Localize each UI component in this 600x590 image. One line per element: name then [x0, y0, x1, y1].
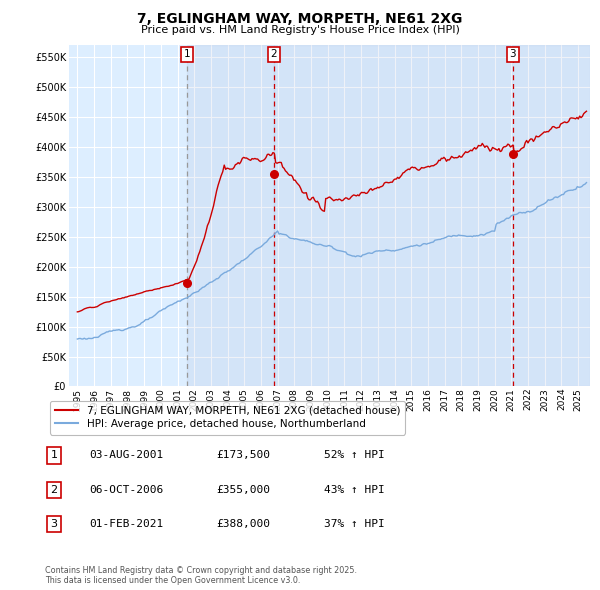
- Text: Contains HM Land Registry data © Crown copyright and database right 2025.
This d: Contains HM Land Registry data © Crown c…: [45, 566, 357, 585]
- Text: 37% ↑ HPI: 37% ↑ HPI: [324, 519, 385, 529]
- Text: 06-OCT-2006: 06-OCT-2006: [89, 485, 163, 494]
- Text: £173,500: £173,500: [216, 451, 270, 460]
- Bar: [187, 45, 274, 386]
- Text: 03-AUG-2001: 03-AUG-2001: [89, 451, 163, 460]
- Text: 01-FEB-2021: 01-FEB-2021: [89, 519, 163, 529]
- Text: 3: 3: [50, 519, 58, 529]
- Text: 7, EGLINGHAM WAY, MORPETH, NE61 2XG: 7, EGLINGHAM WAY, MORPETH, NE61 2XG: [137, 12, 463, 26]
- Text: £388,000: £388,000: [216, 519, 270, 529]
- Text: 1: 1: [50, 451, 58, 460]
- Text: 2: 2: [50, 485, 58, 494]
- Text: Price paid vs. HM Land Registry's House Price Index (HPI): Price paid vs. HM Land Registry's House …: [140, 25, 460, 35]
- Text: 2: 2: [271, 50, 277, 60]
- Bar: [274, 45, 590, 386]
- Text: 43% ↑ HPI: 43% ↑ HPI: [324, 485, 385, 494]
- Text: 52% ↑ HPI: 52% ↑ HPI: [324, 451, 385, 460]
- Text: 3: 3: [509, 50, 516, 60]
- Legend: 7, EGLINGHAM WAY, MORPETH, NE61 2XG (detached house), HPI: Average price, detach: 7, EGLINGHAM WAY, MORPETH, NE61 2XG (det…: [50, 401, 406, 435]
- Text: 1: 1: [184, 50, 191, 60]
- Text: £355,000: £355,000: [216, 485, 270, 494]
